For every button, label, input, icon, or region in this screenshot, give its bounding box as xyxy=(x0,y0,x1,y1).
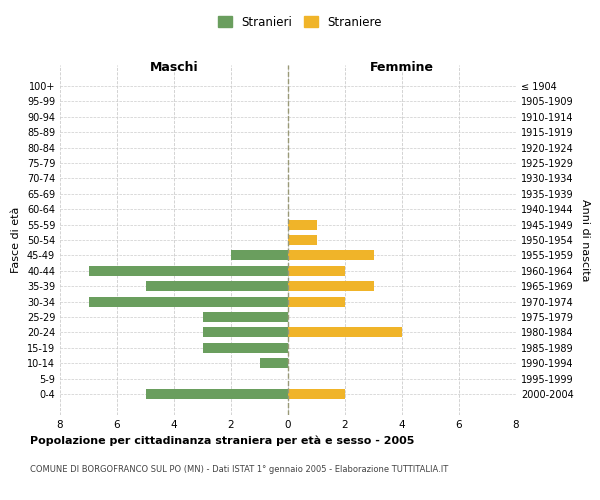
Bar xyxy=(288,250,373,260)
Bar xyxy=(89,266,288,276)
Bar xyxy=(288,220,317,230)
Text: Maschi: Maschi xyxy=(149,60,199,74)
Legend: Stranieri, Straniere: Stranieri, Straniere xyxy=(213,11,387,34)
Bar xyxy=(203,343,288,353)
Bar xyxy=(288,235,317,245)
Text: Femmine: Femmine xyxy=(370,60,434,74)
Bar xyxy=(203,312,288,322)
Bar xyxy=(231,250,288,260)
Bar xyxy=(288,296,345,306)
Bar xyxy=(146,389,288,399)
Y-axis label: Fasce di età: Fasce di età xyxy=(11,207,21,273)
Bar xyxy=(203,328,288,338)
Bar xyxy=(260,358,288,368)
Bar xyxy=(89,296,288,306)
Y-axis label: Anni di nascita: Anni di nascita xyxy=(580,198,590,281)
Text: Popolazione per cittadinanza straniera per età e sesso - 2005: Popolazione per cittadinanza straniera p… xyxy=(30,435,415,446)
Bar xyxy=(288,328,402,338)
Bar xyxy=(146,281,288,291)
Bar xyxy=(288,266,345,276)
Bar xyxy=(288,281,373,291)
Text: COMUNE DI BORGOFRANCO SUL PO (MN) - Dati ISTAT 1° gennaio 2005 - Elaborazione TU: COMUNE DI BORGOFRANCO SUL PO (MN) - Dati… xyxy=(30,465,448,474)
Bar xyxy=(288,389,345,399)
